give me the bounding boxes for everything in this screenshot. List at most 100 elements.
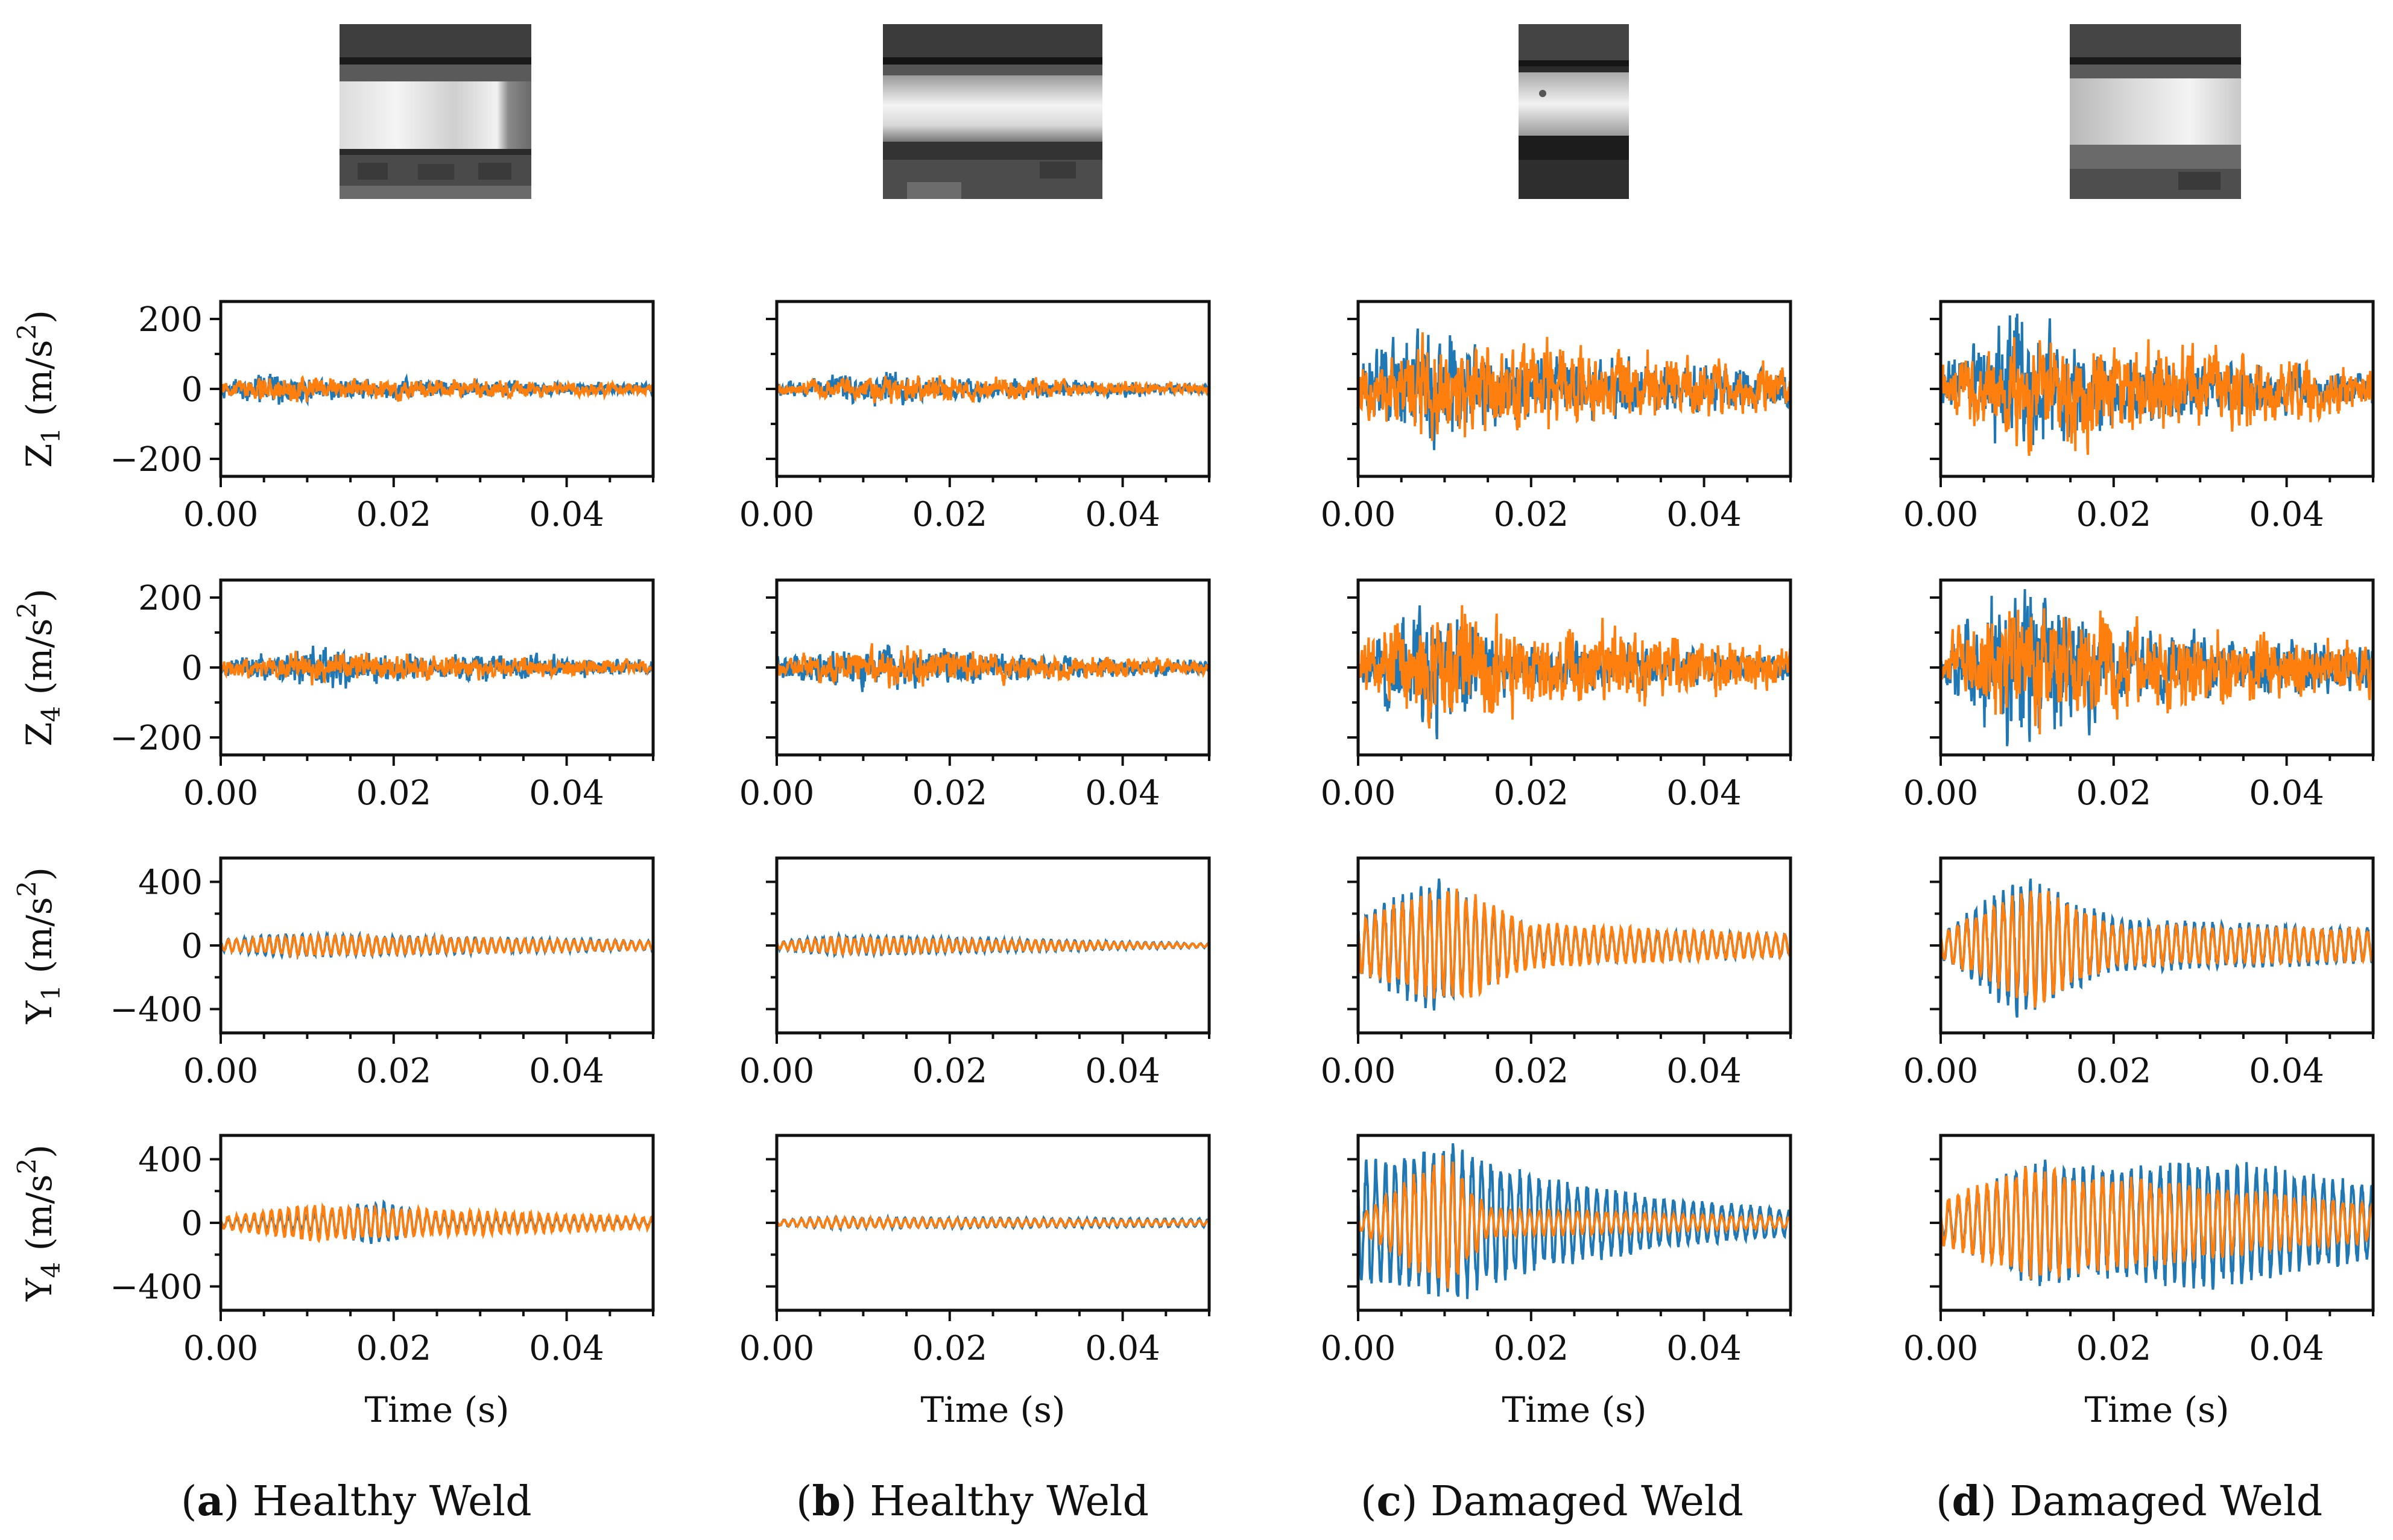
caption-letter: b (812, 1477, 841, 1526)
y-tick-label: −400 (110, 1267, 203, 1307)
x-tick-label: 0.02 (356, 1052, 431, 1091)
x-tick-label: 0.02 (356, 495, 431, 534)
caption-a: (a) Healthy Weld (181, 1477, 532, 1526)
x-tick-label: 0.04 (1085, 495, 1160, 534)
panel-Y4-c: 0.00 0.02 0.04 Time (s) (1321, 1134, 1792, 1430)
panel-Y4-b: 0.00 0.02 0.04 Time (s) (739, 1134, 1211, 1430)
series-line-orange (1358, 605, 1791, 729)
panel-Y4-d: 0.00 0.02 0.04 Time (s) (1903, 1134, 2375, 1430)
x-tick-label: 0.04 (2249, 495, 2324, 534)
x-tick-label: 0.02 (1493, 1329, 1569, 1368)
panel-Y4-a: 400 0 −400 0.00 0.02 0.04 Time (s) (110, 1134, 655, 1430)
x-tick-label: 0.02 (2076, 495, 2151, 534)
x-tick-label: 0.04 (2249, 1329, 2324, 1368)
panel-Y1-d: 0.00 0.02 0.04 (1903, 856, 2375, 1091)
x-tick-label: 0.04 (2249, 1052, 2324, 1091)
y-tick-label: −400 (110, 990, 203, 1029)
weld-photo-c-image (1519, 24, 1629, 199)
caption-d: (d) Damaged Weld (1936, 1477, 2323, 1526)
series-line-orange (221, 1202, 653, 1243)
caption-label: Healthy Weld (870, 1478, 1149, 1526)
x-tick-label: 0.00 (1321, 1052, 1396, 1091)
x-tick-label: 0.04 (1666, 495, 1742, 534)
caption-letter: a (197, 1477, 224, 1526)
series-line-orange (1941, 337, 2373, 456)
x-tick-label: 0.02 (356, 1329, 431, 1368)
weld-photo-b (883, 24, 1102, 199)
x-tick-label: 0.02 (912, 495, 987, 534)
y-axis-label-Z1: Z1 (m/s2) (12, 310, 66, 468)
series-line-orange (1941, 891, 2373, 1008)
x-tick-label: 0.00 (1321, 774, 1396, 813)
series-line-orange (1941, 1166, 2373, 1280)
series-line-orange (1941, 608, 2373, 734)
series-line-orange (221, 651, 653, 686)
x-tick-label: 0.00 (183, 1329, 259, 1368)
y-tick-label: 0 (181, 927, 203, 966)
series-line-orange (777, 935, 1209, 957)
x-tick-label: 0.04 (529, 1052, 604, 1091)
series-line-orange (1358, 1155, 1791, 1289)
x-axis-label: Time (s) (2084, 1389, 2229, 1430)
y-tick-label: −200 (110, 440, 203, 479)
x-tick-label: 0.00 (1321, 1329, 1396, 1368)
y-tick-label: 0 (181, 649, 203, 688)
panel-Z1-d: 0.00 0.02 0.04 (1903, 300, 2375, 534)
caption-label: Damaged Weld (1430, 1478, 1743, 1526)
x-tick-label: 0.00 (1903, 774, 1979, 813)
x-tick-label: 0.04 (1666, 1329, 1742, 1368)
y-axis-label-Z4: Z4 (m/s2) (12, 589, 66, 746)
y-tick-label: 200 (138, 300, 203, 339)
x-tick-label: 0.00 (739, 1329, 815, 1368)
series-line-orange (777, 1214, 1209, 1231)
weld-photo-c (1519, 24, 1629, 199)
caption-label: Damaged Weld (2009, 1478, 2323, 1526)
x-axis-label: Time (s) (364, 1389, 509, 1430)
x-tick-label: 0.00 (183, 774, 259, 813)
caption-c: (c) Damaged Weld (1361, 1477, 1743, 1526)
x-tick-label: 0.04 (1666, 1052, 1742, 1091)
x-tick-label: 0.02 (2076, 774, 2151, 813)
x-tick-label: 0.02 (912, 1052, 987, 1091)
x-axis-label: Time (s) (1502, 1389, 1646, 1430)
x-tick-label: 0.00 (739, 774, 815, 813)
series-line-orange (221, 374, 653, 403)
x-tick-label: 0.04 (2249, 774, 2324, 813)
x-tick-label: 0.00 (183, 1052, 259, 1091)
caption-letter: c (1376, 1477, 1402, 1526)
x-tick-label: 0.04 (1085, 1052, 1160, 1091)
y-tick-label: 0 (181, 1204, 203, 1243)
weld-photo-a (340, 24, 531, 199)
y-tick-label: 200 (138, 579, 203, 618)
x-axis-label: Time (s) (920, 1389, 1065, 1430)
panel-Z1-b: 0.00 0.02 0.04 (739, 300, 1211, 534)
y-axis-label-Y4: Y4 (m/s2) (12, 1144, 66, 1302)
x-tick-label: 0.04 (529, 495, 604, 534)
x-tick-label: 0.04 (1085, 774, 1160, 813)
x-tick-label: 0.04 (1085, 1329, 1160, 1368)
panel-Z1-c: 0.00 0.02 0.04 (1321, 300, 1792, 534)
x-tick-label: 0.04 (529, 1329, 604, 1368)
series-line-orange (1358, 888, 1791, 1000)
x-tick-label: 0.02 (2076, 1329, 2151, 1368)
x-tick-label: 0.04 (1666, 774, 1742, 813)
series-line-orange (1358, 332, 1791, 441)
panel-Z4-b: 0.00 0.02 0.04 (739, 578, 1211, 813)
x-tick-label: 0.00 (1903, 1052, 1979, 1091)
y-tick-label: 400 (138, 863, 203, 903)
x-tick-label: 0.04 (529, 774, 604, 813)
x-tick-label: 0.00 (1321, 495, 1396, 534)
y-axis-label-Y1: Y1 (m/s2) (12, 867, 66, 1024)
weld-photo-b-image (883, 24, 1102, 199)
panel-Y1-b: 0.00 0.02 0.04 (739, 856, 1211, 1091)
y-tick-label: 0 (181, 370, 203, 409)
weld-photo-d (2070, 24, 2241, 199)
caption-b: (b) Healthy Weld (796, 1477, 1149, 1526)
weld-photo-a-image (340, 24, 531, 199)
panel-Z1-a: 200 0 −200 0.00 0.02 0.04 (110, 300, 655, 534)
y-tick-label: 400 (138, 1141, 203, 1180)
weld-photo-d-image (2070, 24, 2241, 199)
x-tick-label: 0.00 (739, 1052, 815, 1091)
series-line-orange (777, 643, 1209, 689)
